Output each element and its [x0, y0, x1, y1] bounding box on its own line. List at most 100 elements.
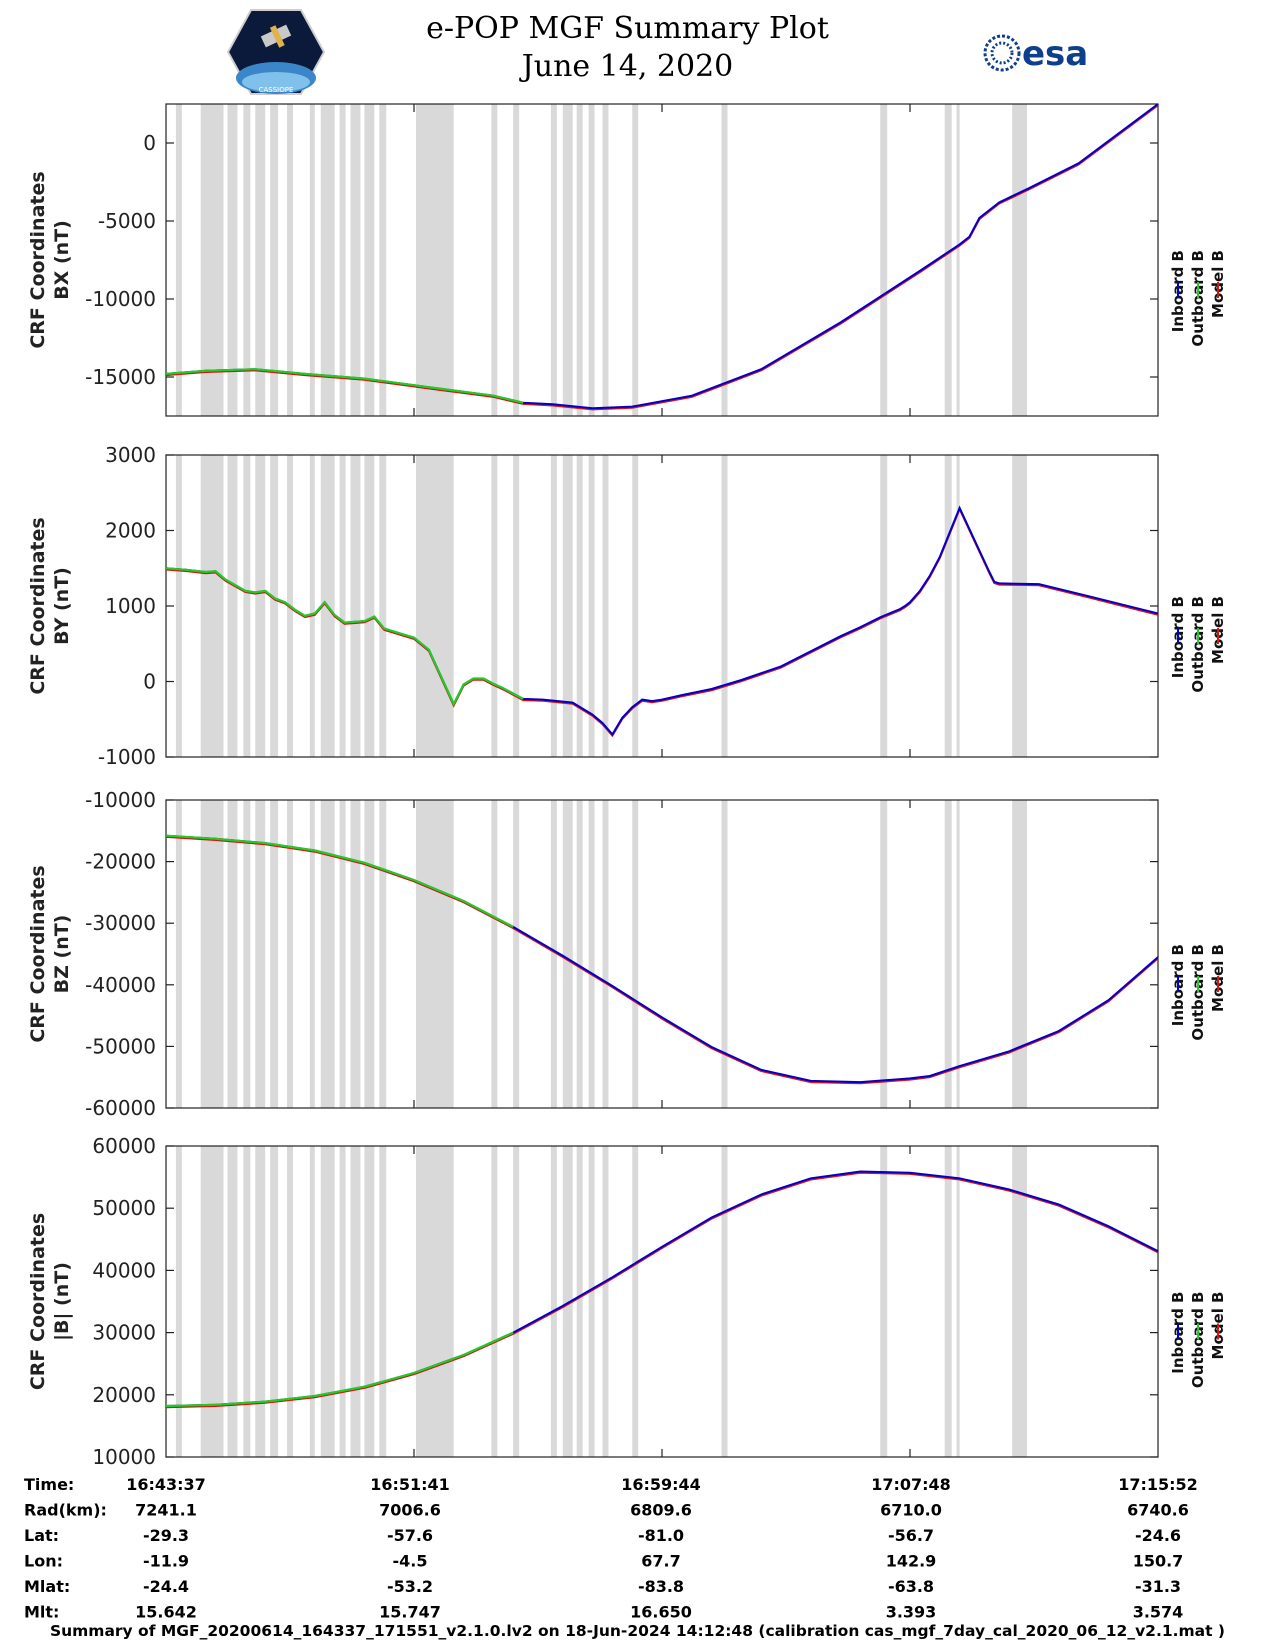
info-cell: -83.8	[638, 1577, 684, 1596]
shaded-interval	[379, 1146, 387, 1457]
legend-entry: Outboard B	[1189, 1292, 1207, 1389]
shaded-interval	[576, 800, 583, 1108]
shaded-interval	[175, 104, 182, 416]
shaded-interval	[944, 455, 952, 757]
y-tick-label: 40000	[92, 1258, 156, 1282]
shaded-interval	[632, 104, 639, 416]
shaded-interval	[200, 800, 224, 1108]
info-cell: 15.747	[379, 1603, 441, 1622]
shaded-interval	[562, 800, 573, 1108]
shaded-interval	[632, 1146, 639, 1457]
info-cell: -24.6	[1135, 1526, 1181, 1545]
y-axis-label: CRF Coordinates BX (nT)	[27, 171, 73, 348]
shaded-interval	[339, 800, 346, 1108]
shaded-interval	[562, 455, 573, 757]
info-cell: 3.393	[886, 1603, 937, 1622]
shaded-interval	[227, 104, 238, 416]
shaded-interval	[588, 455, 595, 757]
shaded-interval	[364, 104, 375, 416]
shaded-interval	[576, 104, 583, 416]
shaded-interval	[721, 1146, 728, 1457]
shaded-interval	[1012, 1146, 1028, 1457]
y-tick-label: -10000	[85, 287, 156, 311]
info-cell: 67.7	[641, 1552, 680, 1571]
shaded-interval	[287, 800, 293, 1108]
shaded-interval	[243, 800, 251, 1108]
shaded-interval	[944, 104, 952, 416]
shaded-interval	[227, 800, 238, 1108]
shaded-interval	[270, 455, 279, 757]
y-tick-label: 20000	[92, 1383, 156, 1407]
epop-logo-text: CASSIOPE	[259, 86, 294, 94]
shaded-interval	[255, 104, 266, 416]
shaded-interval	[880, 1146, 888, 1457]
info-cell: 16.650	[630, 1603, 692, 1622]
shaded-interval	[513, 800, 520, 1108]
y-tick-label: -1000	[98, 745, 156, 769]
shaded-interval	[491, 1146, 498, 1457]
shaded-interval	[350, 1146, 361, 1457]
y-axis-label-line1: CRF Coordinates	[27, 1213, 49, 1390]
shaded-interval	[588, 104, 595, 416]
y-axis-label-line2: BX (nT)	[51, 220, 73, 300]
info-cell: 6710.0	[880, 1501, 942, 1520]
shaded-interval	[287, 1146, 293, 1457]
shaded-interval	[550, 1146, 557, 1457]
shaded-interval	[944, 800, 952, 1108]
shaded-interval	[880, 455, 888, 757]
y-axis-label: CRF Coordinates BZ (nT)	[27, 865, 73, 1042]
shaded-interval	[243, 1146, 251, 1457]
shaded-interval	[287, 104, 293, 416]
shaded-interval	[364, 455, 375, 757]
shaded-interval	[350, 104, 361, 416]
shaded-interval	[255, 1146, 266, 1457]
model-b-line	[165, 835, 1159, 1085]
y-axis-label: CRF Coordinates |B| (nT)	[27, 1213, 73, 1390]
info-row-label: Rad(km):	[24, 1501, 107, 1520]
y-tick-label: 0	[143, 670, 156, 694]
shaded-interval	[200, 1146, 224, 1457]
y-axis-label-line1: CRF Coordinates	[27, 171, 49, 348]
info-row-label: Lon:	[24, 1552, 63, 1571]
outboard-b-line	[165, 567, 524, 707]
shaded-interval	[550, 800, 557, 1108]
shaded-interval	[1012, 455, 1028, 757]
y-axis-label-line1: CRF Coordinates	[27, 865, 49, 1042]
info-cell: -63.8	[888, 1577, 934, 1596]
outboard-b-line	[165, 1331, 514, 1408]
esa-logo-text: esa	[1022, 34, 1088, 74]
info-cell: -29.3	[143, 1526, 189, 1545]
y-tick-label: -10000	[85, 788, 156, 812]
info-cell: -53.2	[387, 1577, 433, 1596]
shaded-interval	[562, 1146, 573, 1457]
shaded-interval	[588, 1146, 595, 1457]
shaded-interval	[379, 800, 387, 1108]
plot-title: e-POP MGF Summary Plot	[426, 11, 829, 46]
info-row-label: Mlat:	[24, 1577, 70, 1596]
shaded-interval	[588, 800, 595, 1108]
shaded-interval	[320, 800, 335, 1108]
shaded-interval	[364, 1146, 375, 1457]
shaded-interval	[350, 800, 361, 1108]
plot-date: June 14, 2020	[521, 49, 734, 84]
shaded-interval	[956, 104, 960, 416]
y-axis-label-line1: CRF Coordinates	[27, 517, 49, 694]
info-cell: 17:15:52	[1118, 1475, 1198, 1494]
y-tick-label: -20000	[85, 850, 156, 874]
info-cell: -24.4	[143, 1577, 189, 1596]
shaded-interval	[576, 455, 583, 757]
shaded-interval	[270, 104, 279, 416]
shaded-interval	[632, 800, 639, 1108]
y-tick-label: 3000	[105, 443, 156, 467]
info-cell: 6740.6	[1127, 1501, 1189, 1520]
shaded-interval	[513, 104, 520, 416]
shaded-interval	[227, 1146, 238, 1457]
info-cell: 7006.6	[379, 1501, 441, 1520]
shaded-interval	[200, 455, 224, 757]
shaded-interval	[350, 455, 361, 757]
shaded-interval	[270, 800, 279, 1108]
shaded-interval	[339, 104, 346, 416]
shaded-interval	[602, 800, 609, 1108]
shaded-interval	[880, 800, 888, 1108]
